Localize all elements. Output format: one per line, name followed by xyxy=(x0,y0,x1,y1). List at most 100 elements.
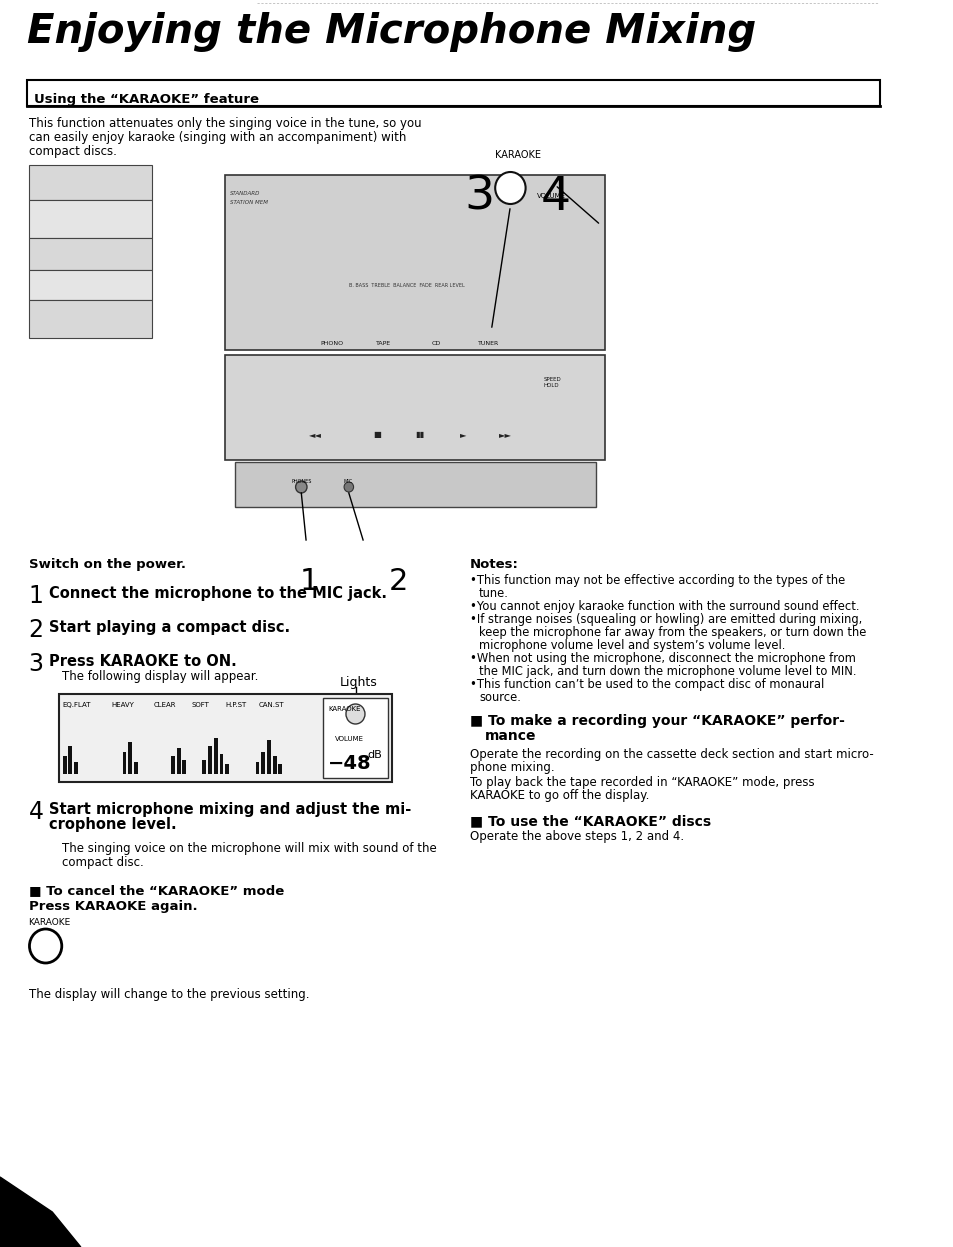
Text: Start playing a compact disc.: Start playing a compact disc. xyxy=(50,620,291,635)
Circle shape xyxy=(495,172,525,205)
Bar xyxy=(277,324,294,338)
Text: The singing voice on the microphone will mix with sound of the: The singing voice on the microphone will… xyxy=(62,842,436,855)
Bar xyxy=(267,739,271,774)
Bar xyxy=(225,764,229,774)
Text: ►: ► xyxy=(459,430,466,439)
Text: Connect the microphone to the MIC jack.: Connect the microphone to the MIC jack. xyxy=(50,586,387,601)
Circle shape xyxy=(234,207,269,243)
Bar xyxy=(261,752,265,774)
Text: This function attenuates only the singing voice in the tune, so you: This function attenuates only the singin… xyxy=(29,117,420,130)
Text: To play back the tape recorded in “KARAOKE” mode, press: To play back the tape recorded in “KARAO… xyxy=(469,776,813,789)
Bar xyxy=(29,271,152,301)
Text: −48: −48 xyxy=(328,754,371,773)
Bar xyxy=(277,180,496,254)
Bar xyxy=(36,244,140,264)
Text: •If strange noises (squealing or howling) are emitted during mixing,: •If strange noises (squealing or howling… xyxy=(469,614,861,626)
Text: B. BASS  TREBLE  BALANCE  FADE  REAR LEVEL: B. BASS TREBLE BALANCE FADE REAR LEVEL xyxy=(349,283,464,288)
Text: KARAOKE to go off the display.: KARAOKE to go off the display. xyxy=(469,789,648,802)
Text: STANDARD: STANDARD xyxy=(230,191,260,196)
Bar xyxy=(133,762,137,774)
Text: 3: 3 xyxy=(464,175,495,219)
Circle shape xyxy=(531,205,588,266)
Bar xyxy=(339,284,500,291)
Text: phone mixing.: phone mixing. xyxy=(469,761,554,774)
Text: Operate the recording on the cassette deck section and start micro-: Operate the recording on the cassette de… xyxy=(469,748,872,761)
Bar xyxy=(36,203,46,208)
Text: CLEAR: CLEAR xyxy=(153,702,176,708)
Text: Switch on the power.: Switch on the power. xyxy=(29,557,185,571)
Text: H.P.ST: H.P.ST xyxy=(225,702,246,708)
Circle shape xyxy=(550,322,565,338)
Text: SOFT: SOFT xyxy=(192,702,210,708)
Bar xyxy=(234,461,596,508)
Text: Lights: Lights xyxy=(339,676,376,690)
Text: •This function can’t be used to the compact disc of monaural: •This function can’t be used to the comp… xyxy=(469,678,823,691)
Text: TAPE: TAPE xyxy=(376,340,391,345)
Text: 3: 3 xyxy=(29,652,44,676)
Bar xyxy=(79,203,89,208)
Bar xyxy=(239,370,534,415)
Bar xyxy=(29,165,152,200)
Bar xyxy=(213,738,217,774)
Text: CD: CD xyxy=(431,340,440,345)
FancyBboxPatch shape xyxy=(405,418,434,438)
Text: the MIC jack, and turn down the microphone volume level to MIN.: the MIC jack, and turn down the micropho… xyxy=(478,665,856,678)
Circle shape xyxy=(103,171,126,195)
FancyBboxPatch shape xyxy=(491,418,519,438)
Bar xyxy=(234,253,271,266)
Text: VOLUME: VOLUME xyxy=(537,193,565,200)
Bar xyxy=(65,203,74,208)
Text: EQ.FLAT: EQ.FLAT xyxy=(63,702,91,708)
Text: Using the “KARAOKE” feature: Using the “KARAOKE” feature xyxy=(34,94,259,106)
Text: tune.: tune. xyxy=(478,587,508,600)
Bar xyxy=(123,752,127,774)
Bar xyxy=(74,762,78,774)
Circle shape xyxy=(30,929,62,963)
Bar xyxy=(29,301,152,338)
Bar xyxy=(33,175,91,195)
Bar xyxy=(63,756,67,774)
FancyBboxPatch shape xyxy=(301,418,330,438)
Circle shape xyxy=(346,705,365,725)
Bar xyxy=(51,203,60,208)
Text: •This function may not be effective according to the types of the: •This function may not be effective acco… xyxy=(469,574,844,587)
Text: 2: 2 xyxy=(388,567,408,596)
Text: ■: ■ xyxy=(373,430,381,439)
Text: 1: 1 xyxy=(29,584,43,609)
Text: The display will change to the previous setting.: The display will change to the previous … xyxy=(29,988,309,1001)
Text: Start microphone mixing and adjust the mi-: Start microphone mixing and adjust the m… xyxy=(50,802,412,817)
Bar xyxy=(182,759,186,774)
FancyBboxPatch shape xyxy=(363,418,391,438)
Text: ◄◄: ◄◄ xyxy=(309,430,322,439)
Bar xyxy=(273,756,276,774)
Bar xyxy=(129,742,132,774)
Text: KARAOKE: KARAOKE xyxy=(329,706,361,712)
Bar xyxy=(69,746,72,774)
Text: ►►: ►► xyxy=(498,430,512,439)
Bar xyxy=(323,698,387,778)
Circle shape xyxy=(493,322,508,338)
Bar xyxy=(244,372,529,413)
Text: crophone level.: crophone level. xyxy=(50,817,177,832)
Circle shape xyxy=(242,281,261,301)
Bar xyxy=(225,175,605,350)
Circle shape xyxy=(521,322,537,338)
Text: STATION MEM: STATION MEM xyxy=(230,200,268,205)
Text: ▮▮: ▮▮ xyxy=(416,430,424,439)
Text: can easily enjoy karaoke (singing with an accompaniment) with: can easily enjoy karaoke (singing with a… xyxy=(29,131,405,143)
Bar xyxy=(225,355,605,460)
Text: 1: 1 xyxy=(299,567,318,596)
FancyBboxPatch shape xyxy=(448,418,476,438)
Circle shape xyxy=(344,483,354,493)
Text: TUNER: TUNER xyxy=(477,340,498,345)
Bar xyxy=(298,324,315,338)
Circle shape xyxy=(521,195,598,276)
Circle shape xyxy=(295,481,307,493)
Text: microphone volume level and system’s volume level.: microphone volume level and system’s vol… xyxy=(478,638,784,652)
Text: CAN.ST: CAN.ST xyxy=(258,702,284,708)
Bar xyxy=(313,324,351,338)
Text: PHONES: PHONES xyxy=(292,479,312,484)
Bar xyxy=(29,200,152,238)
Text: Press KARAOKE again.: Press KARAOKE again. xyxy=(29,900,197,913)
Text: 4: 4 xyxy=(29,801,44,824)
